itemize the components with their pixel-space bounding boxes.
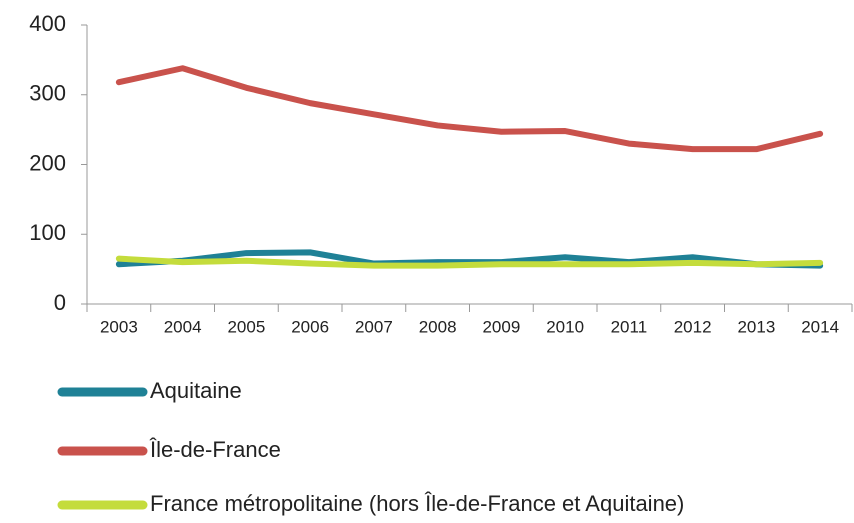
y-tick-label: 0 (54, 290, 66, 315)
x-tick-label: 2012 (674, 317, 712, 336)
legend-label: Aquitaine (150, 378, 242, 403)
legend-label: France métropolitaine (hors Île-de-Franc… (150, 491, 684, 516)
x-tick-label: 2008 (419, 317, 457, 336)
x-tick-label: 2007 (355, 317, 393, 336)
y-tick-label: 100 (29, 220, 66, 245)
series-line (115, 65, 824, 153)
x-tick-label: 2009 (482, 317, 520, 336)
x-tick-label: 2005 (227, 317, 265, 336)
y-tick-label: 200 (29, 150, 66, 175)
y-tick-label: 400 (29, 11, 66, 36)
series-line (115, 255, 824, 269)
x-tick-label: 2004 (164, 317, 202, 336)
x-tick-label: 2013 (737, 317, 775, 336)
x-tick-label: 2011 (611, 317, 648, 336)
x-tick-label: 2006 (291, 317, 329, 336)
x-tick-label: 2014 (801, 317, 839, 336)
y-tick-label: 300 (29, 81, 66, 106)
legend-label: Île-de-France (149, 437, 281, 462)
x-tick-label: 2003 (100, 317, 138, 336)
x-tick-label: 2010 (546, 317, 584, 336)
